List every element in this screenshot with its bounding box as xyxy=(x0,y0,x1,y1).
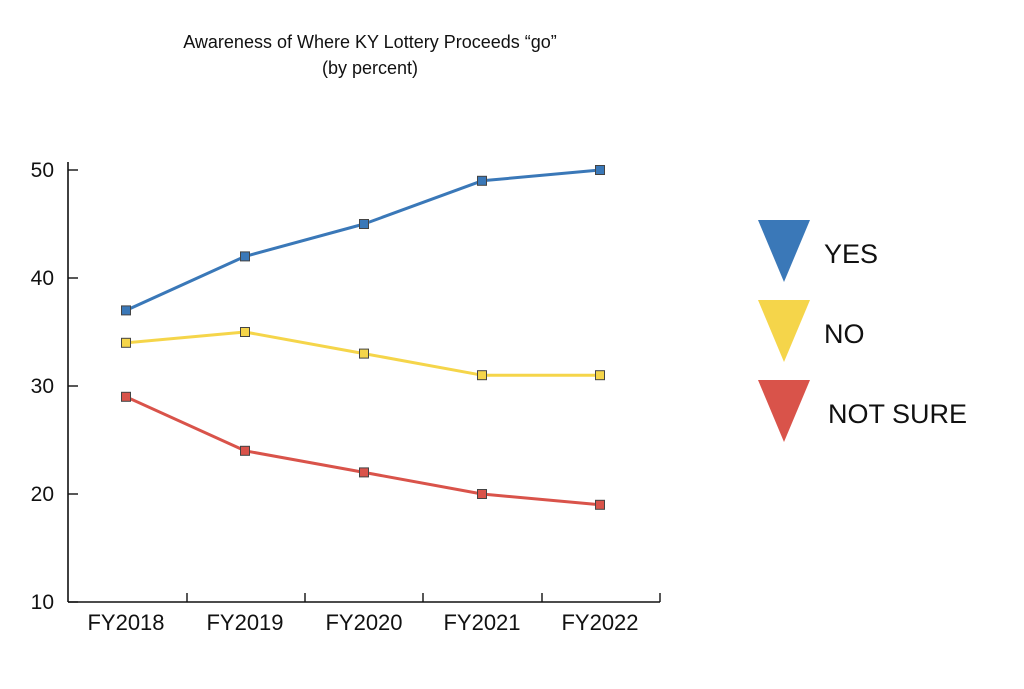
data-point xyxy=(121,305,131,316)
x-tick-label: FY2022 xyxy=(561,610,638,635)
data-point xyxy=(240,327,250,337)
data-point xyxy=(477,370,487,381)
x-tick-label: FY2020 xyxy=(325,610,402,635)
y-tick-label: 50 xyxy=(31,159,54,182)
data-point xyxy=(359,348,369,359)
x-tick-label: FY2018 xyxy=(87,610,164,635)
data-point xyxy=(477,175,487,186)
data-point xyxy=(359,219,369,229)
data-point xyxy=(240,445,250,456)
legend-marker xyxy=(758,380,810,442)
chart-subtitle: (by percent) xyxy=(321,58,419,78)
legend-marker xyxy=(758,220,810,282)
data-point xyxy=(240,251,250,262)
series-line xyxy=(125,395,601,507)
data-point xyxy=(595,165,605,175)
data-point xyxy=(477,489,487,499)
x-tick-label: FY2021 xyxy=(443,610,520,635)
y-tick-label: 40 xyxy=(31,267,54,290)
y-tick-label: 10 xyxy=(31,591,54,614)
data-point xyxy=(121,337,131,348)
x-tick-label: FY2019 xyxy=(206,610,283,635)
y-tick-label: 20 xyxy=(31,483,54,506)
legend-label: NO xyxy=(824,319,865,349)
data-point xyxy=(359,467,369,478)
legend-marker xyxy=(758,300,810,362)
data-point xyxy=(595,499,605,510)
legend-label: NOT SURE xyxy=(828,399,967,429)
data-point xyxy=(595,370,605,381)
legend-label: YES xyxy=(824,239,878,269)
chart-title: Awareness of Where KY Lottery Proceeds “… xyxy=(183,32,557,52)
y-tick-label: 30 xyxy=(31,375,54,398)
series-line xyxy=(125,168,601,312)
data-point xyxy=(121,391,131,402)
